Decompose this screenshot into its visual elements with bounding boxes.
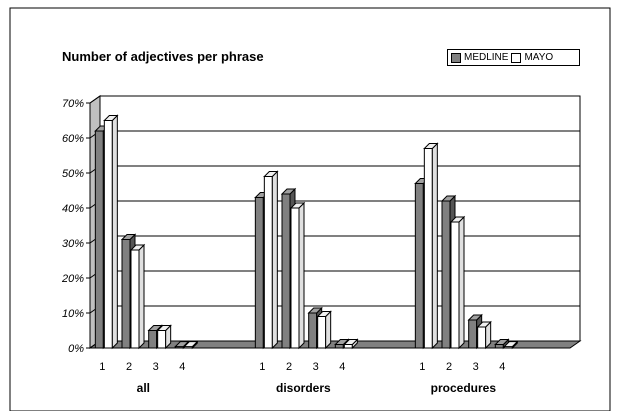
bar-medline-0-1-front	[121, 239, 131, 349]
back-wall	[99, 95, 581, 342]
bar-mayo-2-1-side	[458, 215, 465, 350]
bar-medline-1-3-front	[334, 344, 344, 349]
bar-medline-0-0-front	[94, 130, 104, 349]
bar-mayo-2-0-side	[431, 142, 438, 350]
bar-medline-2-2-top	[467, 314, 483, 321]
legend-item-mayo: MAYO	[511, 52, 553, 63]
bar-mayo-2-2-top	[476, 321, 492, 328]
y-tick-label: 70%	[62, 98, 84, 110]
bar-mayo-1-0-side	[271, 170, 278, 350]
bar-mayo-1-0-top	[263, 171, 279, 177]
bar-mayo-0-0-side	[111, 114, 118, 350]
bar-mayo-1-2-side	[325, 310, 332, 350]
bar-medline-0-3-top	[174, 341, 190, 348]
bar-medline-2-1-top	[440, 195, 457, 202]
bar-medline-1-0-front	[254, 197, 264, 349]
bar-medline-0-2-front	[148, 330, 158, 349]
bar-mayo-0-3-top	[183, 341, 199, 348]
gridline	[89, 95, 580, 104]
legend-swatch-medline	[451, 52, 461, 63]
x-tick-label: 2	[446, 361, 452, 373]
bar-mayo-2-3-top	[503, 341, 519, 348]
bar-mayo-1-1-top	[289, 202, 306, 209]
legend-label-medline: MEDLINE	[464, 52, 509, 63]
bar-mayo-0-0-front	[103, 120, 113, 349]
x-tick-label: 1	[419, 361, 425, 373]
y-tick-label: 0%	[68, 343, 84, 355]
bar-medline-2-2-front	[468, 319, 478, 349]
bar-mayo-2-1-front	[450, 221, 460, 349]
bar-mayo-0-1-top	[129, 244, 146, 251]
bar-mayo-2-1-top	[449, 216, 466, 223]
bar-mayo-1-1-side	[298, 201, 305, 350]
y-tick-label: 60%	[62, 133, 84, 145]
bar-mayo-1-3-top	[343, 339, 359, 345]
y-tick-label: 40%	[62, 203, 84, 215]
x-tick-label: 4	[339, 361, 345, 373]
bar-mayo-2-2-front	[477, 326, 487, 349]
legend: MEDLINE MAYO	[447, 49, 580, 66]
y-tick-label: 10%	[62, 308, 84, 320]
bar-mayo-0-1-front	[130, 249, 140, 349]
x-tick-label: 2	[286, 361, 292, 373]
x-tick-label: 4	[499, 361, 505, 373]
bar-mayo-2-0-front	[423, 148, 433, 349]
bar-mayo-0-1-side	[138, 243, 145, 350]
plot-area: 0% 10% 20% 30% 40% 50% 60% 70% 1 2 3 4 all 1 2 3 4 disord…	[61, 95, 582, 395]
legend-swatch-mayo	[511, 52, 522, 63]
bar-medline-2-3-top	[494, 339, 510, 345]
x-tick-label: 2	[126, 361, 132, 373]
bar-mayo-0-2-top	[156, 325, 172, 331]
x-tick-label: 4	[179, 361, 185, 373]
bar-medline-2-1-front	[441, 200, 451, 349]
bar-mayo-2-0-top	[423, 143, 439, 149]
y-tick-label: 30%	[62, 238, 84, 250]
bar-medline-1-1-front	[281, 193, 291, 349]
bar-mayo-1-2-front	[317, 316, 327, 349]
legend-item-medline: MEDLINE	[451, 52, 508, 63]
bar-mayo-0-2-front	[157, 330, 167, 349]
group-label: disorders	[276, 381, 331, 395]
group-label: procedures	[431, 381, 497, 395]
bar-medline-2-3-front	[494, 344, 504, 349]
bar-medline-0-2-top	[147, 325, 163, 331]
bar-medline-1-1-top	[280, 188, 297, 195]
bar-mayo-1-3-front	[343, 344, 353, 349]
y-tick-label: 50%	[62, 168, 84, 180]
x-tick-label: 3	[153, 361, 159, 373]
bar-medline-0-1-top	[120, 234, 137, 240]
x-tick-label: 3	[473, 361, 479, 373]
bar-mayo-1-0-front	[263, 176, 273, 349]
x-tick-label: 1	[99, 361, 105, 373]
y-tick-label: 20%	[61, 273, 84, 285]
legend-label-mayo: MAYO	[524, 52, 554, 63]
bar-mayo-1-1-front	[290, 207, 300, 349]
bar-mayo-1-2-top	[316, 311, 332, 317]
x-tick-label: 3	[313, 361, 319, 373]
bar-medline-2-0-front	[414, 183, 424, 349]
x-tick-label: 1	[259, 361, 265, 373]
bar-medline-1-2-top	[307, 307, 323, 314]
chart-title: Number of adjectives per phrase	[62, 49, 264, 64]
group-label: all	[137, 381, 150, 395]
bar-medline-1-2-front	[308, 312, 318, 349]
bar-medline-1-3-top	[334, 339, 350, 345]
bar-mayo-0-0-top	[103, 115, 119, 121]
